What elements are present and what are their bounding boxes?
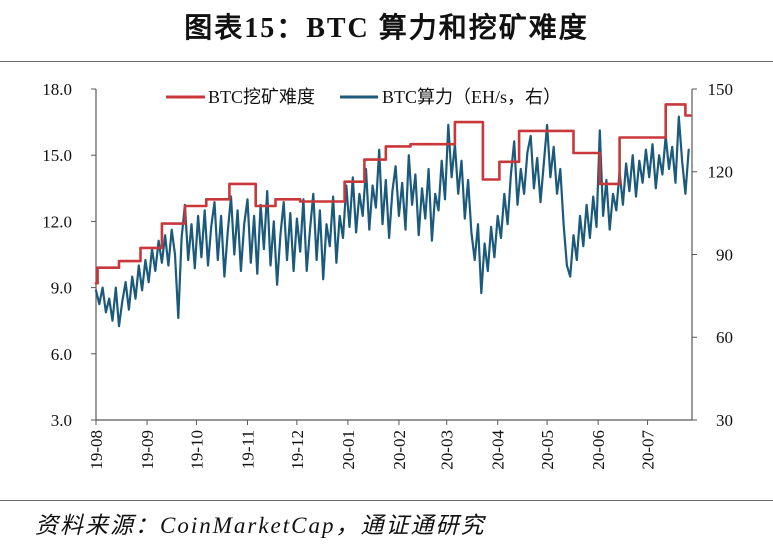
x-tick-label: 20-03 <box>438 430 457 470</box>
legend-label-hashrate: BTC算力（EH/s，右） <box>382 87 561 107</box>
axes-group: 3.0 6.0 9.0 12.0 15.0 18.0 30 60 90 120 150 19-08 19… <box>42 80 733 470</box>
right-tick-label: 90 <box>716 245 733 264</box>
title-divider <box>0 61 773 62</box>
left-tick-label: 12.0 <box>42 212 72 231</box>
x-tick-label: 19-10 <box>187 430 206 470</box>
x-tick-label: 19-08 <box>87 430 106 470</box>
figure-title: 图表15：BTC 算力和挖矿难度 <box>184 13 589 44</box>
difficulty-step-line <box>94 103 692 285</box>
right-tick-label: 150 <box>708 80 734 99</box>
x-tick-label: 19-09 <box>138 430 157 470</box>
source-divider <box>0 500 773 501</box>
x-tick-label: 19-12 <box>288 430 307 470</box>
x-tick-label: 20-02 <box>390 430 409 470</box>
source-note: 资料来源：CoinMarketCap，通证通研究 <box>35 513 486 538</box>
x-tick-label: 20-01 <box>339 430 358 470</box>
right-tick-label: 120 <box>708 163 734 182</box>
x-tick-label: 19-11 <box>238 430 257 469</box>
legend: BTC挖矿难度 BTC算力（EH/s，右） <box>166 87 561 107</box>
right-tick-label: 60 <box>716 328 733 347</box>
hashrate-line <box>94 115 690 328</box>
legend-label-difficulty: BTC挖矿难度 <box>208 87 315 107</box>
plot-area <box>94 103 692 328</box>
left-tick-label: 9.0 <box>51 279 72 298</box>
x-tick-label: 20-06 <box>589 430 608 470</box>
x-tick-label: 20-07 <box>638 429 657 469</box>
x-tick-label: 20-05 <box>538 430 557 470</box>
x-tick-label: 20-04 <box>489 429 508 469</box>
right-tick-label: 30 <box>716 411 733 430</box>
left-tick-label: 3.0 <box>51 411 72 430</box>
left-tick-label: 18.0 <box>42 80 72 99</box>
left-tick-label: 6.0 <box>51 345 72 364</box>
left-tick-label: 15.0 <box>42 146 72 165</box>
